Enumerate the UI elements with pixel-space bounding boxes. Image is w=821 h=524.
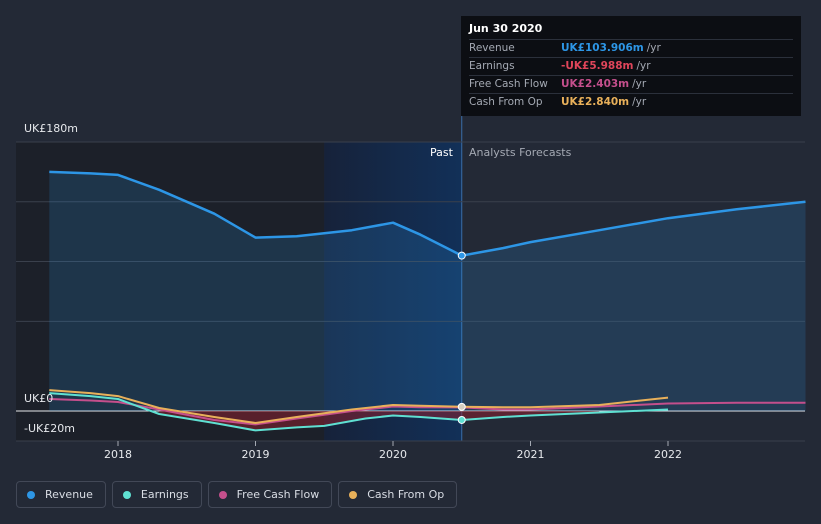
tooltip-row-earnings: Earnings -UK£5.988m /yr <box>469 58 793 76</box>
tooltip-unit: /yr <box>632 96 647 108</box>
tooltip-row-revenue: Revenue UK£103.906m /yr <box>469 40 793 58</box>
cash-from-op-line <box>49 389 669 424</box>
tooltip-unit: /yr <box>646 42 661 54</box>
tooltip-row-cash-from-op: Cash From Op UK£2.840m /yr <box>469 94 793 111</box>
tooltip-value: UK£2.403m <box>561 78 630 90</box>
chart-legend: Revenue Earnings Free Cash Flow Cash Fro… <box>16 481 458 508</box>
tooltip-label: Free Cash Flow <box>469 78 548 90</box>
tooltip: Jun 30 2020 Revenue UK£103.906m /yr Earn… <box>461 16 801 116</box>
tooltip-label: Earnings <box>469 60 515 72</box>
tooltip-value: -UK£5.988m <box>561 60 634 72</box>
legend-item-cash-from-op[interactable]: Cash From Op <box>338 481 458 508</box>
tooltip-label: Revenue <box>469 42 515 54</box>
legend-item-free-cash-flow[interactable]: Free Cash Flow <box>207 481 333 508</box>
earnings-dot-icon <box>122 490 131 499</box>
tooltip-unit: /yr <box>632 78 647 90</box>
x-tick-label: 2019 <box>242 448 270 461</box>
revenue-area <box>49 171 806 411</box>
revenue-line <box>49 170 806 257</box>
forecast-label: Analysts Forecasts <box>469 146 572 159</box>
earnings-negative-area <box>159 411 600 431</box>
tooltip-value: UK£2.840m <box>561 96 630 108</box>
legend-label: Free Cash Flow <box>236 488 320 501</box>
x-tick-label: 2022 <box>654 448 682 461</box>
earnings-line <box>49 392 669 432</box>
tooltip-date: Jun 30 2020 <box>469 22 793 40</box>
legend-item-revenue[interactable]: Revenue <box>16 481 106 508</box>
cash-from-op-dot-icon <box>349 490 358 499</box>
selected-period-highlight <box>324 142 462 441</box>
legend-label: Earnings <box>140 488 189 501</box>
revenue-marker <box>457 251 466 260</box>
x-tick-label: 2021 <box>517 448 545 461</box>
legend-item-earnings[interactable]: Earnings <box>111 481 202 508</box>
earnings-marker <box>457 415 466 424</box>
tooltip-label: Cash From Op <box>469 96 543 108</box>
x-tick-label: 2018 <box>104 448 132 461</box>
y-axis-top-label: UK£180m <box>24 122 78 135</box>
tooltip-row-free-cash-flow: Free Cash Flow UK£2.403m /yr <box>469 76 793 94</box>
legend-label: Revenue <box>45 488 93 501</box>
y-axis-bottom-label: -UK£20m <box>24 422 75 435</box>
past-label: Past <box>430 146 453 159</box>
y-axis-zero-label: UK£0 <box>24 392 54 405</box>
free-cash-flow-dot-icon <box>218 490 227 499</box>
cash-from-op-marker <box>457 402 466 411</box>
tooltip-unit: /yr <box>636 60 651 72</box>
x-tick-label: 2020 <box>379 448 407 461</box>
revenue-dot-icon <box>27 490 35 499</box>
free-cash-flow-line <box>49 398 806 426</box>
tooltip-value: UK£103.906m <box>561 42 644 54</box>
legend-label: Cash From Op <box>367 488 445 501</box>
